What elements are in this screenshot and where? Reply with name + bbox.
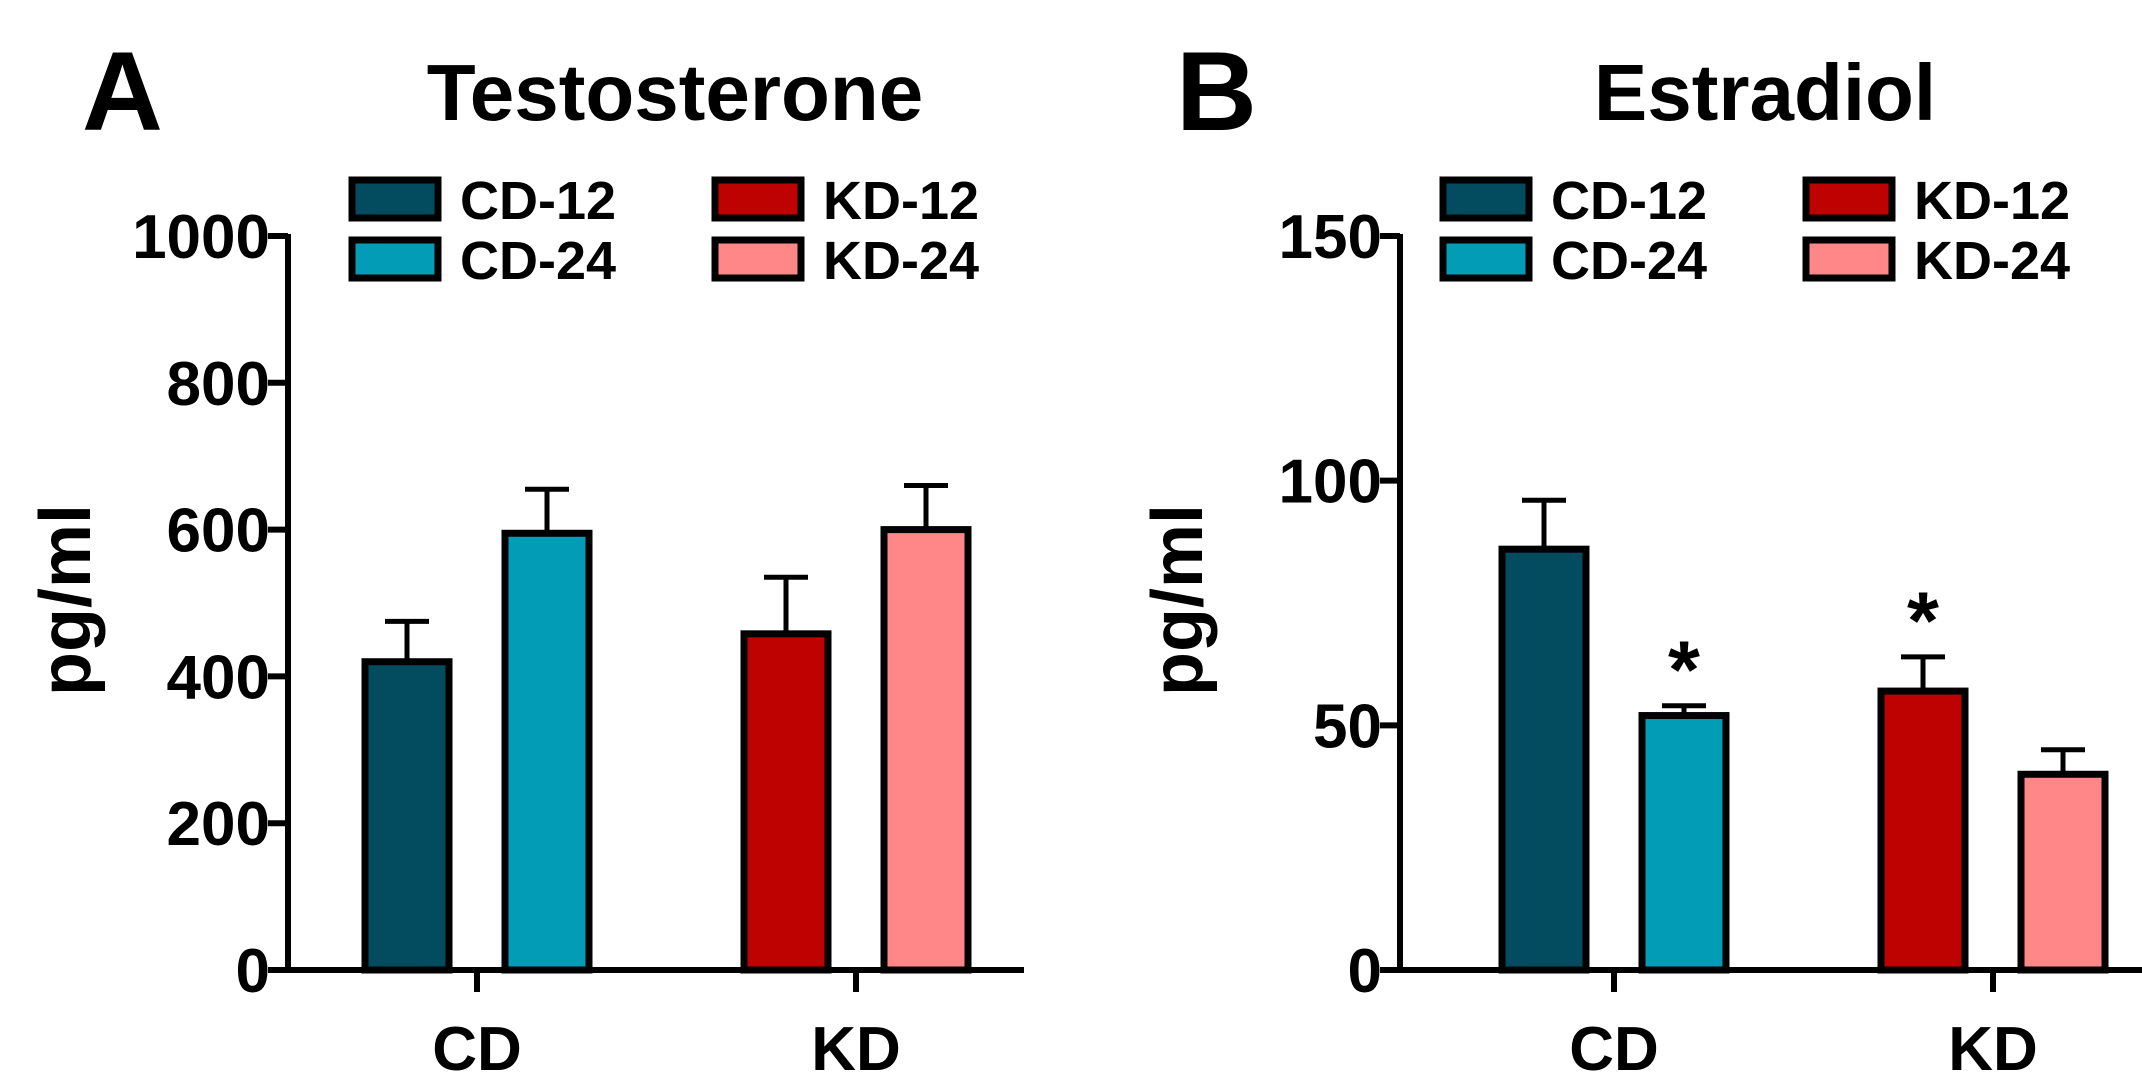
legend-label: CD-24 bbox=[460, 231, 616, 291]
x-tick-label: CD bbox=[1569, 1015, 1659, 1084]
y-tick-label: 0 bbox=[236, 937, 270, 1006]
y-tick-label: 200 bbox=[167, 790, 270, 859]
legend-label: KD-12 bbox=[1914, 171, 2070, 231]
legend-label: KD-24 bbox=[823, 231, 979, 291]
bar-cd-24 bbox=[501, 529, 593, 974]
panel-a: A Testosterone pg/ml 0 200 400 600 800 1000 CD KD C… bbox=[26, 29, 1024, 1084]
y-tick-label: 800 bbox=[167, 350, 270, 419]
significance-marker: * bbox=[1907, 576, 1939, 667]
y-tick-label: 0 bbox=[1348, 937, 1382, 1006]
bar-kd-24 bbox=[2017, 770, 2109, 974]
panel-b: B Estradiol pg/ml 0 50 100 150 CD KD * * CD-12CD-24… bbox=[1138, 29, 2142, 1084]
bar-kd-12 bbox=[1877, 687, 1969, 974]
panel-letter: A bbox=[82, 29, 163, 154]
legend-swatch bbox=[1439, 236, 1533, 282]
bar-cd-12 bbox=[361, 658, 453, 974]
legend-swatch bbox=[1802, 176, 1896, 222]
legend-swatch bbox=[711, 176, 805, 222]
y-axis-label: pg/ml bbox=[26, 504, 106, 696]
legend-label: KD-24 bbox=[1914, 231, 2070, 291]
legend-label: CD-12 bbox=[1551, 171, 1707, 231]
panel-letter: B bbox=[1176, 29, 1257, 154]
legend-label: CD-24 bbox=[1551, 231, 1707, 291]
legend-swatch bbox=[711, 236, 805, 282]
chart-title: Estradiol bbox=[1594, 48, 1936, 137]
y-tick-label: 1000 bbox=[132, 203, 270, 272]
legend-label: CD-12 bbox=[460, 171, 616, 231]
y-tick-label: 150 bbox=[1279, 203, 1382, 272]
bar-cd-24 bbox=[1638, 712, 1730, 974]
chart-title: Testosterone bbox=[427, 48, 923, 137]
legend-swatch bbox=[1439, 176, 1533, 222]
legend-label: KD-12 bbox=[823, 171, 979, 231]
legend-swatch bbox=[348, 236, 442, 282]
bar-cd-12 bbox=[1498, 545, 1590, 974]
legend-swatch bbox=[1802, 236, 1896, 282]
x-tick-label: KD bbox=[1948, 1015, 2038, 1084]
y-tick-label: 600 bbox=[167, 497, 270, 566]
significance-marker: * bbox=[1668, 625, 1700, 716]
bar-kd-12 bbox=[740, 630, 832, 974]
x-tick-label: CD bbox=[432, 1015, 522, 1084]
y-tick-label: 100 bbox=[1279, 448, 1382, 517]
bar-kd-24 bbox=[880, 526, 972, 974]
y-axis-label: pg/ml bbox=[1138, 504, 1218, 696]
x-tick-label: KD bbox=[811, 1015, 901, 1084]
legend-swatch bbox=[348, 176, 442, 222]
y-tick-label: 400 bbox=[167, 643, 270, 712]
y-tick-label: 50 bbox=[1313, 692, 1382, 761]
